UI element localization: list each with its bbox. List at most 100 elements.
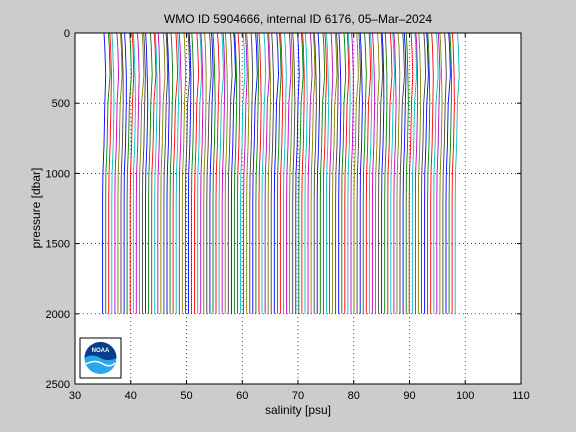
profile-line bbox=[240, 32, 246, 314]
x-ticks: 30 40 50 60 70 80 90 100 110 bbox=[69, 33, 530, 402]
profile-line bbox=[172, 32, 179, 314]
profile-line bbox=[129, 32, 135, 314]
x-tick-label: 30 bbox=[69, 390, 81, 402]
profile-line bbox=[148, 32, 153, 314]
profile-line bbox=[436, 32, 441, 314]
profile-line bbox=[338, 32, 342, 314]
profile-line bbox=[350, 32, 354, 314]
profile-line bbox=[335, 32, 339, 314]
profile-line bbox=[246, 32, 250, 314]
profile-line bbox=[427, 32, 431, 314]
profile-line bbox=[209, 32, 214, 314]
profile-line bbox=[255, 32, 260, 314]
y-tick-label: 2500 bbox=[46, 379, 70, 391]
profile-line bbox=[212, 32, 216, 314]
profile-line bbox=[368, 32, 373, 314]
profile-line bbox=[163, 32, 169, 314]
profile-line bbox=[325, 32, 330, 314]
profile-line bbox=[276, 32, 282, 314]
profile-line bbox=[307, 32, 313, 314]
profile-line bbox=[371, 32, 376, 314]
x-tick-label: 50 bbox=[180, 390, 192, 402]
profile-line bbox=[102, 32, 107, 314]
x-tick-label: 110 bbox=[512, 390, 530, 402]
profile-line bbox=[267, 32, 271, 314]
profile-line bbox=[166, 32, 170, 314]
profile-line bbox=[145, 32, 149, 314]
profile-line bbox=[353, 32, 359, 314]
profile-line bbox=[197, 32, 203, 314]
profile-line bbox=[184, 32, 191, 314]
profile-line bbox=[384, 32, 388, 314]
profile-line bbox=[181, 32, 187, 314]
profile-line bbox=[424, 32, 429, 314]
profile-line bbox=[215, 32, 220, 314]
chart-title: WMO ID 5904666, internal ID 6176, 05–Mar… bbox=[164, 12, 432, 26]
profile-line bbox=[417, 32, 422, 314]
profile-line bbox=[243, 32, 248, 314]
profile-line bbox=[200, 32, 204, 314]
profile-line bbox=[117, 32, 123, 314]
profile-line bbox=[224, 32, 228, 314]
profile-line bbox=[390, 32, 395, 314]
profile-line bbox=[341, 32, 347, 314]
profile-line bbox=[258, 32, 262, 314]
profile-line bbox=[114, 32, 120, 314]
profile-line bbox=[191, 32, 195, 314]
profile-line bbox=[270, 32, 274, 314]
profile-line bbox=[421, 32, 427, 314]
profile-line bbox=[292, 32, 296, 314]
profile-line bbox=[154, 32, 158, 314]
profile-line bbox=[414, 32, 419, 314]
profile-line bbox=[169, 32, 174, 314]
x-axis-label: salinity [psu] bbox=[265, 403, 331, 417]
profile-line bbox=[381, 32, 385, 314]
profile-line bbox=[111, 32, 115, 314]
profile-line bbox=[313, 32, 317, 314]
profile-line bbox=[451, 32, 455, 314]
profile-line bbox=[188, 32, 192, 314]
profile-line bbox=[289, 32, 294, 314]
profile-line bbox=[178, 32, 182, 314]
profile-line bbox=[322, 32, 328, 314]
profile-line bbox=[203, 32, 207, 314]
profile-line bbox=[316, 32, 321, 314]
profile-line bbox=[279, 32, 284, 314]
profile-line bbox=[295, 32, 300, 314]
profile-line bbox=[365, 32, 372, 314]
profile-line bbox=[442, 32, 447, 314]
profile-line bbox=[273, 32, 279, 314]
x-tick-label: 70 bbox=[292, 390, 304, 402]
profile-line bbox=[264, 32, 270, 314]
y-tick-label: 1000 bbox=[46, 168, 70, 180]
x-tick-label: 100 bbox=[456, 390, 474, 402]
profile-line bbox=[230, 32, 236, 314]
profile-line bbox=[329, 32, 334, 314]
profile-line bbox=[142, 32, 146, 314]
profile-line bbox=[135, 32, 140, 314]
profile-line bbox=[454, 32, 460, 314]
profile-line bbox=[120, 32, 124, 314]
profile-line bbox=[362, 32, 367, 314]
profile-line bbox=[405, 32, 409, 314]
profile-line bbox=[387, 32, 393, 314]
profile-line bbox=[237, 32, 241, 314]
y-axis-label: pressure [dbar] bbox=[29, 168, 43, 249]
profile-line bbox=[252, 32, 258, 314]
profile-line bbox=[227, 32, 233, 314]
profile-line bbox=[194, 32, 200, 314]
profile-line bbox=[411, 32, 418, 314]
profile-line bbox=[402, 32, 407, 314]
y-tick-label: 500 bbox=[52, 98, 70, 110]
profile-line bbox=[399, 32, 405, 314]
noaa-logo-wave bbox=[85, 360, 116, 367]
profile-line bbox=[286, 32, 292, 314]
profile-line bbox=[157, 32, 161, 314]
profile-line bbox=[108, 32, 112, 314]
profile-line bbox=[448, 32, 452, 314]
noaa-logo-top bbox=[84, 342, 117, 360]
noaa-logo-text: NOAA bbox=[92, 348, 110, 354]
profile-line bbox=[126, 32, 132, 314]
x-tick-label: 80 bbox=[348, 390, 360, 402]
